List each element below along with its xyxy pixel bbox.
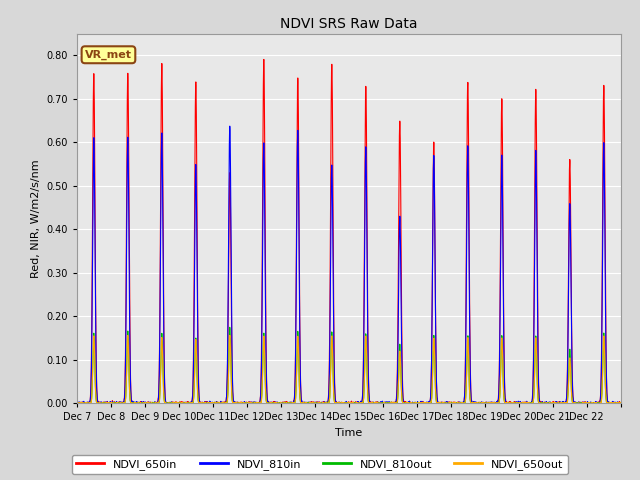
Line: NDVI_650in: NDVI_650in [77, 60, 621, 403]
NDVI_810out [419, 400, 426, 406]
NDVI_810out [534, 395, 542, 401]
NDVI_810out [467, 399, 474, 405]
NDVI_810in [226, 123, 234, 129]
NDVI_650in [617, 400, 625, 406]
NDVI_650in [260, 57, 268, 62]
Legend: NDVI_650in, NDVI_810in, NDVI_810out, NDVI_650out: NDVI_650in, NDVI_810in, NDVI_810out, NDV… [72, 455, 568, 474]
NDVI_810in [73, 400, 81, 406]
NDVI_650out [534, 393, 541, 399]
NDVI_650in [467, 381, 474, 387]
NDVI_810in [611, 399, 619, 405]
NDVI_650out [73, 400, 81, 406]
X-axis label: Time: Time [335, 428, 362, 438]
NDVI_650in [534, 342, 542, 348]
NDVI_810out [73, 400, 81, 406]
NDVI_810in [534, 353, 542, 359]
NDVI_810in [502, 397, 509, 403]
Title: NDVI SRS Raw Data: NDVI SRS Raw Data [280, 17, 417, 31]
NDVI_650out [617, 400, 625, 406]
NDVI_650out [226, 333, 234, 338]
Y-axis label: Red, NIR, W/m2/s/nm: Red, NIR, W/m2/s/nm [31, 159, 41, 278]
NDVI_810in [617, 400, 625, 406]
NDVI_650in [73, 400, 81, 406]
NDVI_650in [419, 400, 426, 406]
NDVI_810in [74, 400, 81, 406]
Line: NDVI_810in: NDVI_810in [77, 126, 621, 403]
NDVI_810in [419, 400, 426, 406]
NDVI_810out [184, 400, 192, 406]
NDVI_810out [73, 400, 81, 406]
NDVI_650out [611, 400, 619, 406]
NDVI_810out [611, 400, 619, 406]
NDVI_650out [419, 400, 426, 406]
NDVI_650in [184, 400, 192, 406]
NDVI_650in [611, 400, 619, 406]
NDVI_650out [501, 400, 509, 406]
Text: VR_met: VR_met [85, 49, 132, 60]
NDVI_810in [467, 385, 474, 391]
NDVI_810out [617, 400, 625, 406]
Line: NDVI_650out: NDVI_650out [77, 336, 621, 403]
NDVI_650in [73, 400, 81, 406]
NDVI_810out [502, 400, 509, 406]
NDVI_810out [226, 324, 234, 330]
NDVI_810in [184, 400, 192, 406]
Line: NDVI_810out: NDVI_810out [77, 327, 621, 403]
NDVI_650out [467, 399, 474, 405]
NDVI_650out [184, 400, 192, 406]
NDVI_650in [502, 396, 509, 402]
